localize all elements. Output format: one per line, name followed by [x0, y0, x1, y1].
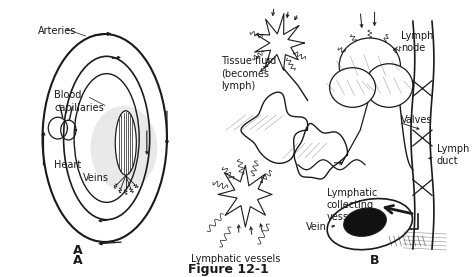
- Ellipse shape: [339, 38, 401, 93]
- Text: A: A: [73, 244, 83, 257]
- Text: Figure 12-1: Figure 12-1: [188, 263, 269, 276]
- Ellipse shape: [115, 111, 137, 175]
- Text: Lymph
node: Lymph node: [401, 31, 434, 53]
- Text: Lymphatic vessels: Lymphatic vessels: [191, 254, 281, 264]
- Text: Vein: Vein: [306, 222, 327, 232]
- Ellipse shape: [327, 199, 412, 250]
- Text: Lymphatic
collecting
vessels: Lymphatic collecting vessels: [327, 188, 377, 222]
- Ellipse shape: [91, 106, 157, 190]
- Ellipse shape: [329, 68, 375, 107]
- Text: B: B: [370, 254, 379, 267]
- Text: Arteries: Arteries: [38, 26, 76, 36]
- Ellipse shape: [365, 64, 413, 107]
- Text: Veins: Veins: [83, 173, 109, 183]
- Text: Blood
capillaries: Blood capillaries: [54, 91, 104, 113]
- Text: A: A: [73, 254, 83, 267]
- Text: Heart: Heart: [54, 160, 81, 170]
- Text: Lymph
duct: Lymph duct: [437, 144, 469, 166]
- Text: Valves: Valves: [401, 115, 433, 125]
- Text: Tissue fluid
(becomes
lymph): Tissue fluid (becomes lymph): [221, 56, 277, 91]
- Ellipse shape: [344, 208, 386, 236]
